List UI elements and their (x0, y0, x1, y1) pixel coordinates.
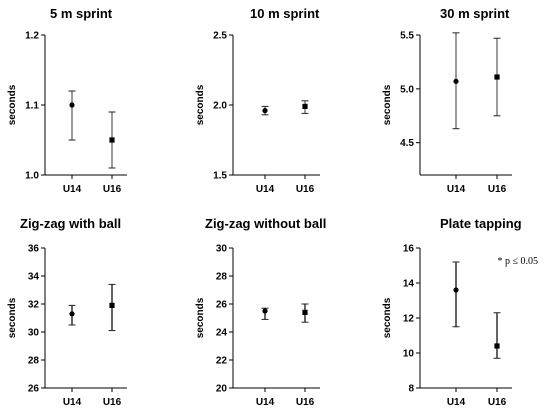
y-tick-label: 26 (216, 300, 228, 311)
y-tick-label: 26 (28, 384, 40, 395)
y-tick-label: 30 (28, 328, 40, 339)
y-tick-label: 2.0 (213, 101, 227, 112)
mean-point-u16 (494, 343, 500, 349)
panel-3: 30 m sprint 4.5 5.0 5.5 seconds U14 U16 (382, 6, 512, 195)
y-tick-label: 28 (216, 272, 228, 283)
panel-title: 5 m sprint (50, 6, 113, 21)
error-bar-u14 (261, 105, 269, 116)
y-tick-label: 10 (403, 349, 415, 360)
y-tick-label: 8 (408, 384, 414, 395)
y-tick-label: 28 (28, 356, 40, 367)
error-bar-u16 (301, 100, 309, 114)
panel-title: 10 m sprint (250, 6, 320, 21)
error-bar-u16 (493, 37, 501, 117)
error-bar-u14 (452, 32, 460, 130)
mean-point-u14 (262, 108, 268, 114)
x-tick-label: U16 (296, 397, 315, 408)
mean-point-u14 (69, 102, 75, 108)
x-tick-label: U14 (63, 184, 82, 195)
y-tick-label: 5.5 (400, 31, 414, 42)
error-bar-u16 (108, 111, 116, 169)
y-tick-label: 20 (216, 384, 228, 395)
mean-point-u16 (302, 309, 308, 315)
y-axis-label: seconds (382, 297, 393, 338)
x-tick-label: U16 (488, 184, 507, 195)
y-axis-label: seconds (195, 84, 206, 125)
error-bar-u14 (68, 304, 76, 326)
panel-title: Plate tapping (440, 216, 522, 231)
y-tick-label: 12 (403, 314, 415, 325)
mean-point-u14 (453, 287, 459, 293)
y-tick-label: 1.1 (25, 101, 39, 112)
y-tick-label: 5.0 (400, 84, 414, 95)
mean-point-u16 (494, 74, 500, 80)
y-tick-label: 22 (216, 356, 228, 367)
mean-point-u14 (69, 311, 75, 317)
y-axis-label: seconds (7, 84, 18, 125)
x-tick-label: U14 (63, 397, 82, 408)
mean-point-u14 (453, 78, 459, 84)
error-bar-u14 (261, 307, 269, 320)
mean-point-u16 (109, 137, 115, 143)
panel-title: Zig-zag without ball (205, 216, 326, 231)
significance-annotation: * p ≤ 0.05 (498, 256, 539, 267)
y-tick-label: 24 (216, 328, 228, 339)
error-bar-u16 (301, 303, 309, 323)
panel-2: 10 m sprint 1.5 2.0 2.5 seconds U14 U16 (195, 6, 320, 195)
y-tick-label: 34 (28, 272, 40, 283)
error-bar-u14 (452, 261, 460, 328)
panel-4: Zig-zag with ball 26 28 30 32 34 36 seconds U14 U… (7, 216, 127, 408)
panel-1: 5 m sprint 1.0 1.1 1.2 seconds U14 U16 (7, 6, 127, 195)
panel-title: Zig-zag with ball (20, 216, 121, 231)
y-tick-label: 1.2 (25, 31, 39, 42)
panel-5: Zig-zag without ball 20 22 24 26 28 30 seconds U… (195, 216, 326, 408)
error-bar-u16 (108, 283, 116, 332)
mean-point-u14 (262, 308, 268, 314)
error-bar-u16 (493, 312, 501, 359)
x-tick-label: U16 (103, 397, 122, 408)
error-bar-u14 (68, 90, 76, 141)
x-tick-label: U16 (296, 184, 315, 195)
x-tick-label: U14 (256, 397, 275, 408)
x-tick-label: U16 (488, 397, 507, 408)
y-tick-label: 4.5 (400, 138, 414, 149)
x-tick-label: U14 (256, 184, 275, 195)
panel-6: Plate tapping 8 10 12 14 16 seconds U14 U16 * p ≤… (382, 216, 538, 408)
y-axis-label: seconds (7, 297, 18, 338)
panel-title: 30 m sprint (440, 6, 510, 21)
y-tick-label: 1.5 (213, 171, 227, 182)
y-tick-label: 2.5 (213, 31, 227, 42)
x-tick-label: U14 (447, 184, 466, 195)
y-tick-label: 1.0 (25, 171, 39, 182)
y-tick-label: 14 (403, 279, 415, 290)
y-tick-label: 16 (403, 244, 415, 255)
mean-point-u16 (109, 302, 115, 308)
x-tick-label: U16 (103, 184, 122, 195)
y-axis-label: seconds (195, 297, 206, 338)
x-tick-label: U14 (447, 397, 466, 408)
y-tick-label: 36 (28, 244, 40, 255)
y-tick-label: 32 (28, 300, 40, 311)
y-axis-label: seconds (382, 84, 393, 125)
mean-point-u16 (302, 103, 308, 109)
y-tick-label: 30 (216, 244, 228, 255)
